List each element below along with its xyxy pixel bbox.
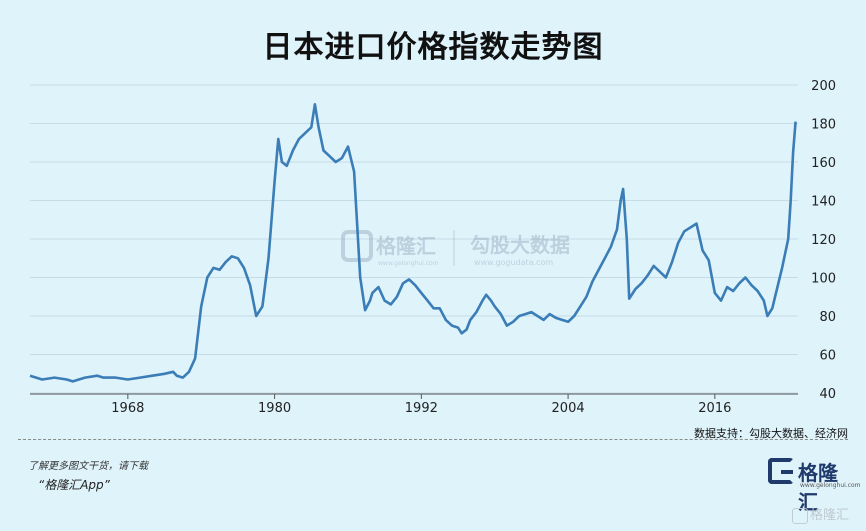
y-tick-label: 80: [819, 310, 836, 325]
footer-divider: [18, 439, 848, 440]
watermark-brand1: 格隆汇: [376, 234, 436, 258]
chart-title: 日本进口价格指数走势图: [262, 30, 604, 65]
logo-g-icon: [768, 458, 794, 484]
y-tick-label: 200: [811, 79, 836, 94]
watermark-brand2: 勾股大数据: [470, 233, 570, 257]
corner-logo-icon: [792, 507, 808, 524]
watermark: 格隆汇 www.gelonghui.com 勾股大数据 www.gogudata…: [341, 230, 570, 267]
x-tick-label: 2004: [552, 401, 585, 416]
source-note: 数据支持：勾股大数据、经济网: [694, 427, 848, 440]
x-tick-label: 1968: [111, 401, 144, 416]
watermark-brand2-url: www.gogudata.com: [474, 258, 553, 267]
footer-note: 了解更多图文干货，请下载: [28, 461, 148, 472]
y-tick-label: 160: [811, 156, 836, 171]
y-tick-label: 120: [811, 233, 836, 248]
y-tick-label: 140: [811, 195, 836, 210]
footer-app-name: “格隆汇App”: [38, 478, 110, 492]
x-tick-label: 2016: [698, 401, 731, 416]
watermark-brand1-url: www.gelonghui.com: [378, 260, 439, 267]
x-tick-label: 1992: [405, 401, 438, 416]
y-axis: 40 60 80 100 120 140 160 180 200: [811, 79, 836, 402]
y-tick-label: 100: [811, 272, 836, 287]
grid: [30, 84, 798, 394]
corner-watermark-text: 格隆汇: [810, 508, 850, 523]
gelonghui-logo: 格隆汇 www.gelonghui.com: [768, 458, 861, 514]
y-tick-label: 40: [819, 387, 836, 402]
corner-watermark: 格隆汇: [792, 504, 849, 524]
y-tick-label: 180: [811, 118, 836, 133]
x-axis: 1968 1980 1992 2004 2016: [30, 393, 798, 416]
series-line: [29, 103, 797, 383]
logo-url: www.gelonghui.com: [800, 482, 861, 489]
x-tick-label: 1980: [258, 401, 291, 416]
y-tick-label: 60: [819, 349, 836, 364]
